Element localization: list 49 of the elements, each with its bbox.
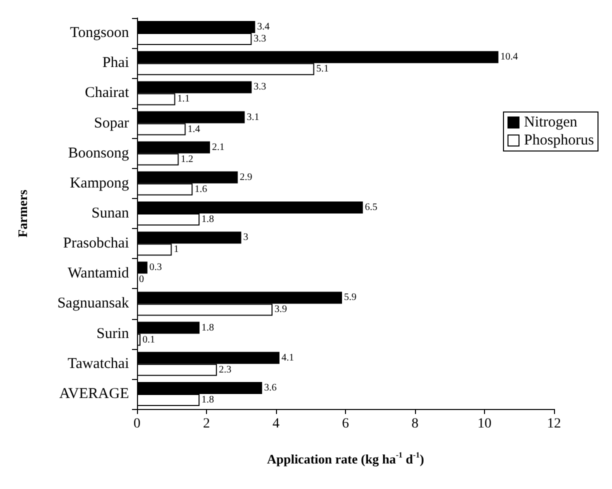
data-label: 6.5 <box>364 202 378 213</box>
y-tick-label: Boonsong <box>68 145 130 162</box>
data-label: 3.4 <box>257 22 270 33</box>
data-label: 5.9 <box>344 292 357 304</box>
y-tick-label: Chairat <box>84 85 130 102</box>
legend-label: Phosphorus <box>524 132 594 149</box>
y-tick-label: AVERAGE <box>59 386 129 402</box>
y-tick-label: Wantamid <box>68 266 130 282</box>
y-tick-label: Sopar <box>94 115 129 132</box>
data-label: 3 <box>243 232 248 244</box>
data-label: 3.3 <box>254 34 266 45</box>
x-tick-label: 0 <box>134 416 140 432</box>
data-label: 1.6 <box>194 184 208 195</box>
data-label: 3.3 <box>254 82 266 93</box>
data-label: 1.8 <box>202 322 214 334</box>
x-tick-label: 4 <box>272 416 280 432</box>
y-axis-title: Farmers <box>15 190 30 238</box>
y-tick-label: Prasobchai <box>63 236 129 252</box>
data-label: 10.4 <box>500 52 518 63</box>
y-tick-label: Surin <box>96 326 130 342</box>
data-label: 0.3 <box>149 262 162 274</box>
data-label: 2.3 <box>218 364 232 376</box>
data-label: 0 <box>139 274 144 286</box>
x-tick-label: 6 <box>342 416 349 432</box>
y-tick-label: Sunan <box>92 206 130 222</box>
data-label: 3.6 <box>264 382 277 394</box>
data-label: 1.4 <box>188 124 200 135</box>
x-tick-label: 2 <box>203 416 210 432</box>
x-tick-label: 8 <box>412 416 418 432</box>
data-label: 3.9 <box>274 304 288 316</box>
data-label: 5.1 <box>316 64 329 75</box>
data-label: 1.8 <box>202 214 214 225</box>
y-tick-label: Kampong <box>70 175 130 192</box>
data-label: 2.9 <box>240 172 252 183</box>
data-label: 1.2 <box>180 154 194 165</box>
data-label: 1.1 <box>177 94 190 105</box>
data-label: 2.1 <box>212 142 224 153</box>
data-label: 0.1 <box>142 334 155 346</box>
legend-label: Nitrogen <box>524 114 578 131</box>
y-tick-label: Sagnuansak <box>57 296 130 312</box>
y-tick-label: Tongsoon <box>70 25 130 42</box>
data-label: 4.1 <box>281 352 294 364</box>
data-label: 1.8 <box>202 394 214 406</box>
x-tick-label: 12 <box>547 416 561 432</box>
y-tick-label: Tawatchai <box>68 356 129 372</box>
y-tick-label: Phai <box>102 55 129 72</box>
x-tick-label: 10 <box>478 416 492 432</box>
data-label: 3.1 <box>246 112 260 123</box>
data-label: 1 <box>174 244 179 256</box>
